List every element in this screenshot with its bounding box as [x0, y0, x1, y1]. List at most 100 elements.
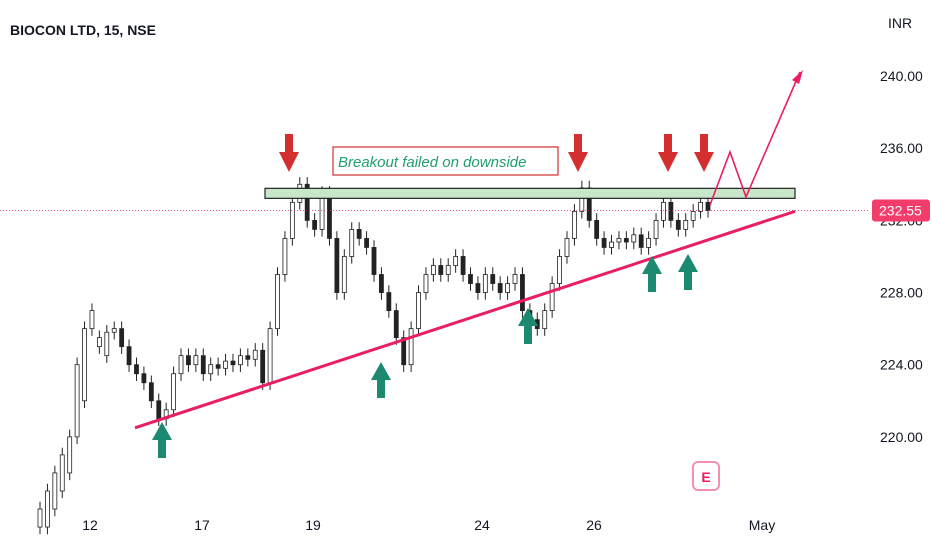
candle-body [549, 283, 555, 311]
y-tick-label: 220.00 [880, 429, 923, 445]
up-arrow-shaft [377, 378, 385, 398]
candle-body [623, 238, 629, 243]
down-arrow-shaft [700, 134, 708, 154]
support-trendline [134, 209, 796, 430]
candle-body [683, 219, 689, 230]
candle-body [653, 219, 659, 239]
last-price-tag [872, 199, 930, 222]
candle-body [482, 274, 488, 293]
candle-body [178, 355, 184, 375]
candle-body [609, 241, 614, 248]
candle-body [59, 454, 65, 492]
candle-body [289, 201, 295, 239]
chart-title: BIOCON LTD, 15, NSE [10, 22, 156, 38]
candle-body [497, 283, 503, 293]
x-tick-label: 24 [474, 517, 490, 533]
candle-body [341, 256, 347, 293]
x-axis: 12 17 19 24 26 May [82, 517, 775, 533]
x-tick-label: 12 [82, 517, 98, 533]
candle-body [572, 210, 577, 239]
candle-body [230, 360, 236, 366]
candle-body [215, 364, 221, 369]
candle-body [430, 265, 436, 275]
candle-body [349, 229, 355, 257]
candle-body [698, 201, 703, 212]
candle-body [386, 292, 392, 311]
annotations-layer: Breakout failed on downside 232.55 E [0, 70, 930, 491]
candle-body [401, 337, 407, 366]
candle-body [416, 292, 421, 330]
up-arrow-icon [678, 254, 698, 272]
candle-body [675, 219, 681, 230]
up-arrow-shaft [684, 270, 692, 290]
candle-body [646, 238, 652, 248]
y-tick-label: 236.00 [880, 140, 923, 156]
candle-body [460, 256, 466, 275]
candle-body [520, 274, 525, 311]
candle-body [379, 274, 384, 293]
candle-body [52, 472, 58, 510]
candle-body [505, 283, 511, 293]
resistance-zone [264, 187, 796, 199]
down-arrow-icon [279, 152, 299, 172]
candle-body [156, 400, 162, 420]
candle-body [104, 331, 110, 357]
candle-body [74, 364, 80, 438]
down-arrow-icon [658, 152, 678, 172]
candle-body [542, 310, 548, 330]
candle-body [638, 234, 644, 248]
candle-body [119, 328, 125, 348]
x-tick-label: 17 [194, 517, 210, 533]
y-tick-label: 224.00 [880, 357, 923, 373]
down-arrow-icon [694, 152, 714, 172]
candle-body [134, 364, 139, 375]
candle-body [67, 436, 73, 474]
last-price-label: 232.55 [879, 202, 922, 218]
candle-body [208, 364, 214, 375]
down-arrow-shaft [285, 134, 293, 154]
annotation-box [332, 146, 559, 176]
x-tick-label: May [749, 517, 775, 533]
candle-body [252, 349, 258, 360]
candle-body [223, 360, 228, 369]
earnings-badge-label: E [701, 469, 710, 485]
candle-body [668, 201, 674, 221]
candle-body [275, 274, 280, 330]
candle-body [616, 238, 622, 243]
up-arrow-icon [642, 256, 662, 274]
candle-body [96, 337, 102, 348]
up-arrow-shaft [524, 324, 532, 344]
candle-body [327, 192, 332, 239]
candle-body [445, 265, 451, 275]
candle-body [193, 355, 199, 366]
candle-body [371, 247, 377, 275]
candle-body [512, 274, 518, 284]
candle-body [111, 328, 117, 333]
candle-body [200, 355, 206, 375]
y-tick-label: 228.00 [880, 285, 923, 301]
candle-body [171, 373, 177, 411]
down-arrow-shaft [574, 134, 582, 154]
annotation-text: Breakout failed on downside [338, 154, 526, 171]
candle-body [260, 349, 266, 384]
candle-body [393, 310, 399, 339]
projection-arrowhead [792, 70, 803, 84]
candle-body [267, 328, 273, 384]
candle-body [594, 219, 600, 239]
earnings-badge[interactable] [692, 461, 720, 491]
candle-body [45, 490, 50, 528]
candle-body [304, 183, 310, 221]
candle-body [661, 201, 666, 221]
projection-path [709, 71, 801, 206]
up-arrow-icon [152, 422, 172, 440]
candle-body [601, 238, 607, 248]
candle-body [356, 229, 362, 239]
candle-body [705, 201, 711, 211]
down-arrow-icon [568, 152, 588, 172]
candle-body [557, 256, 562, 284]
up-arrow-icon [371, 362, 391, 380]
candle-body [312, 219, 318, 230]
candle-body [89, 310, 95, 330]
